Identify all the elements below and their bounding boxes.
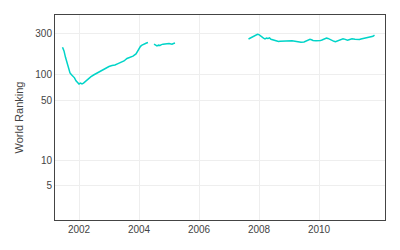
svg-text:100: 100 — [35, 69, 52, 80]
svg-text:300: 300 — [35, 28, 52, 39]
svg-text:50: 50 — [41, 95, 53, 106]
svg-text:2002: 2002 — [68, 224, 91, 235]
svg-text:10: 10 — [41, 155, 53, 166]
svg-text:2004: 2004 — [128, 224, 151, 235]
svg-text:2008: 2008 — [248, 224, 271, 235]
svg-text:World Ranking: World Ranking — [13, 82, 25, 154]
svg-text:5: 5 — [46, 180, 52, 191]
svg-text:2010: 2010 — [308, 224, 331, 235]
svg-text:2006: 2006 — [188, 224, 211, 235]
